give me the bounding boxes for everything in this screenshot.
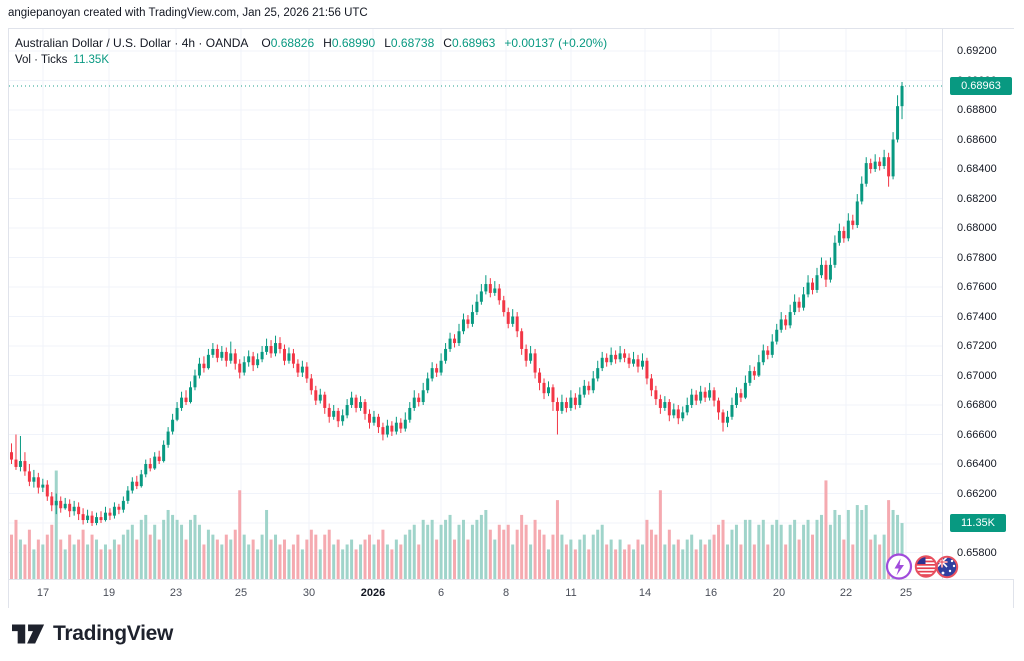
- time-axis-label: 6: [437, 587, 445, 599]
- price-axis-label: 0.66600: [957, 428, 997, 441]
- event-markers[interactable]: [881, 551, 967, 583]
- price-axis-label: 0.68800: [957, 104, 997, 116]
- candlestick-chart[interactable]: [9, 29, 942, 579]
- tradingview-logo-text: TradingView: [53, 622, 174, 645]
- close-value: 0.68963: [451, 36, 496, 50]
- price-axis-label: 0.66200: [957, 487, 997, 500]
- attribution-text: angiepanoyan created with TradingView.co…: [8, 7, 368, 19]
- price-axis-label: 0.65800: [957, 546, 997, 559]
- legend-volume-row: Vol · Ticks 11.35K: [15, 52, 607, 69]
- price-axis-label: 0.67200: [957, 340, 997, 352]
- time-axis[interactable]: 17 19 23 25 30 2026 6 8 11 14 16 20 22 25: [9, 579, 1013, 608]
- low-value: 0.68738: [390, 36, 435, 50]
- time-axis-label: 17: [36, 587, 50, 599]
- time-axis-label: 23: [169, 587, 183, 599]
- open-key: O: [261, 36, 271, 50]
- time-axis-label: 20: [772, 587, 786, 599]
- price-axis-label: 0.68000: [957, 222, 997, 234]
- open-value: 0.68826: [270, 36, 315, 50]
- price-axis-label: 0.69200: [957, 45, 997, 57]
- change-value: +0.00137 (+0.20%): [504, 36, 608, 50]
- low-key: L: [384, 36, 391, 50]
- time-axis-label: 30: [302, 587, 316, 599]
- volume-study-label[interactable]: Vol · Ticks: [15, 54, 68, 66]
- volume-badge: 11.35K: [950, 514, 1006, 533]
- economic-event-icon[interactable]: [885, 553, 913, 580]
- tradingview-logo[interactable]: TradingView: [12, 622, 173, 646]
- price-axis-label: 0.68600: [957, 133, 997, 146]
- close-key: C: [443, 36, 452, 50]
- last-price-badge: 0.68963: [950, 76, 1012, 95]
- time-axis-label: 22: [839, 587, 853, 599]
- time-axis-label: 19: [102, 587, 116, 599]
- price-axis-label: 0.68400: [957, 163, 997, 175]
- time-axis-label: 8: [502, 587, 510, 599]
- time-axis-label: 14: [638, 587, 652, 599]
- price-axis-label: 0.67600: [957, 281, 997, 293]
- high-value: 0.68990: [331, 36, 376, 50]
- price-axis[interactable]: 0.692000.690000.688000.686000.684000.682…: [942, 29, 1014, 579]
- time-axis-label: 25: [234, 587, 248, 599]
- legend-ohlc-row: Australian Dollar / U.S. Dollar · 4h · O…: [15, 35, 607, 52]
- symbol-description[interactable]: Australian Dollar / U.S. Dollar · 4h · O…: [15, 36, 249, 50]
- time-axis-label: 2026: [360, 587, 386, 599]
- price-axis-label: 0.67000: [957, 369, 997, 382]
- price-axis-label: 0.66400: [957, 458, 997, 470]
- au-flag-icon[interactable]: [935, 555, 959, 579]
- chart-widget: Australian Dollar / U.S. Dollar · 4h · O…: [8, 28, 1014, 608]
- high-key: H: [323, 36, 332, 50]
- time-axis-label: 25: [899, 587, 913, 599]
- price-axis-label: 0.67400: [957, 310, 997, 323]
- chart-legend: Australian Dollar / U.S. Dollar · 4h · O…: [15, 35, 607, 69]
- price-axis-label: 0.67800: [957, 251, 997, 264]
- volume-value: 11.35K: [73, 54, 110, 66]
- time-axis-label: 11: [565, 587, 577, 599]
- time-axis-label: 16: [704, 587, 718, 599]
- price-axis-label: 0.66800: [957, 399, 997, 411]
- price-axis-label: 0.68200: [957, 192, 997, 205]
- tradingview-logo-mark: [12, 624, 45, 644]
- us-flag-icon[interactable]: [914, 555, 938, 578]
- chart-pane[interactable]: Australian Dollar / U.S. Dollar · 4h · O…: [9, 29, 942, 579]
